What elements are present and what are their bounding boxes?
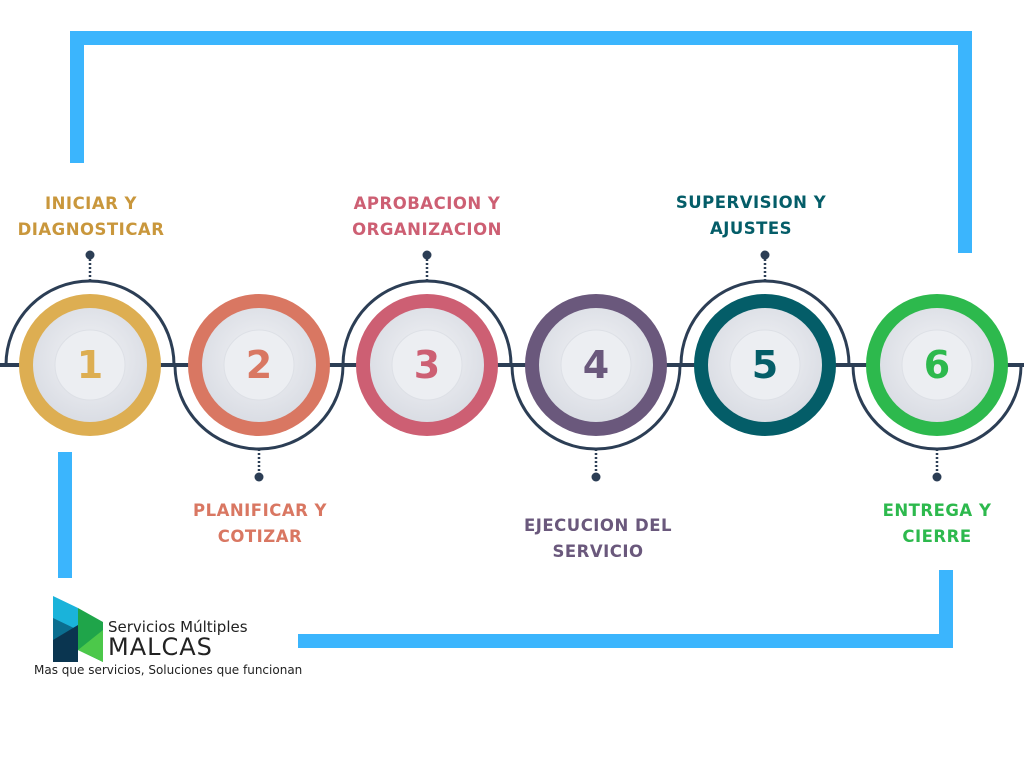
step-plate-inner xyxy=(729,329,801,401)
step-number: 1 xyxy=(77,343,103,387)
brand-tagline: Mas que servicios, Soluciones que funcio… xyxy=(34,663,303,677)
step-6-node: 6 xyxy=(851,294,1023,482)
step-plate-inner xyxy=(901,329,973,401)
step-number: 3 xyxy=(414,343,440,387)
connector-dot xyxy=(760,250,770,260)
step-4-node: 4 xyxy=(510,294,682,482)
frame-bottom xyxy=(298,570,953,648)
label-line: PLANIFICAR Y xyxy=(192,501,327,520)
step-3-node: 3 xyxy=(341,250,513,436)
step-2-label: PLANIFICAR Y COTIZAR xyxy=(160,498,360,550)
step-number: 5 xyxy=(752,343,778,387)
label-line: CIERRE xyxy=(902,527,972,546)
label-line: ORGANIZACION xyxy=(352,220,502,239)
label-line: COTIZAR xyxy=(217,527,303,546)
connector-dot xyxy=(422,250,432,260)
label-line: APROBACION Y xyxy=(353,194,501,213)
step-number: 6 xyxy=(924,343,950,387)
label-line: ENTREGA Y xyxy=(882,501,992,520)
step-6-label: ENTREGA Y CIERRE xyxy=(837,498,1024,550)
label-line: SERVICIO xyxy=(552,542,644,561)
label-line: AJUSTES xyxy=(709,219,793,238)
frame-top xyxy=(70,31,972,253)
connector-dot xyxy=(591,472,601,482)
blue-frame xyxy=(58,31,972,648)
label-line: DIAGNOSTICAR xyxy=(17,220,165,239)
step-5-label: SUPERVISION Y AJUSTES xyxy=(651,190,851,242)
connector-arc xyxy=(510,364,682,451)
connector-arc xyxy=(679,279,851,366)
step-3-label: APROBACION Y ORGANIZACION xyxy=(327,191,527,243)
label-line: EJECUCION DEL xyxy=(524,516,672,535)
connector-dot xyxy=(254,472,264,482)
connector-arc xyxy=(341,279,513,366)
brand-line1: Servicios Múltiples xyxy=(108,618,248,636)
step-4-label: EJECUCION DEL SERVICIO xyxy=(498,513,698,565)
step-number: 4 xyxy=(583,343,609,387)
label-line: INICIAR Y xyxy=(44,194,137,213)
logo-icon xyxy=(53,596,103,662)
connector-arc xyxy=(173,364,345,451)
connector-dot xyxy=(932,472,942,482)
step-plate-inner xyxy=(54,329,126,401)
step-number: 2 xyxy=(246,343,272,387)
step-plate-inner xyxy=(391,329,463,401)
step-1-node: 1 xyxy=(4,250,176,436)
step-plate-inner xyxy=(560,329,632,401)
label-line: SUPERVISION Y xyxy=(675,193,827,212)
brand-name: Servicios Múltiples MALCAS xyxy=(108,619,248,659)
step-1-label: INICIAR Y DIAGNOSTICAR xyxy=(0,191,191,243)
connector-dot xyxy=(85,250,95,260)
step-5-node: 5 xyxy=(679,250,851,436)
step-plate-inner xyxy=(223,329,295,401)
connector-arc xyxy=(851,364,1023,451)
step-2-node: 2 xyxy=(173,294,345,482)
brand-line2: MALCAS xyxy=(108,633,213,661)
connector-arc xyxy=(4,279,176,366)
